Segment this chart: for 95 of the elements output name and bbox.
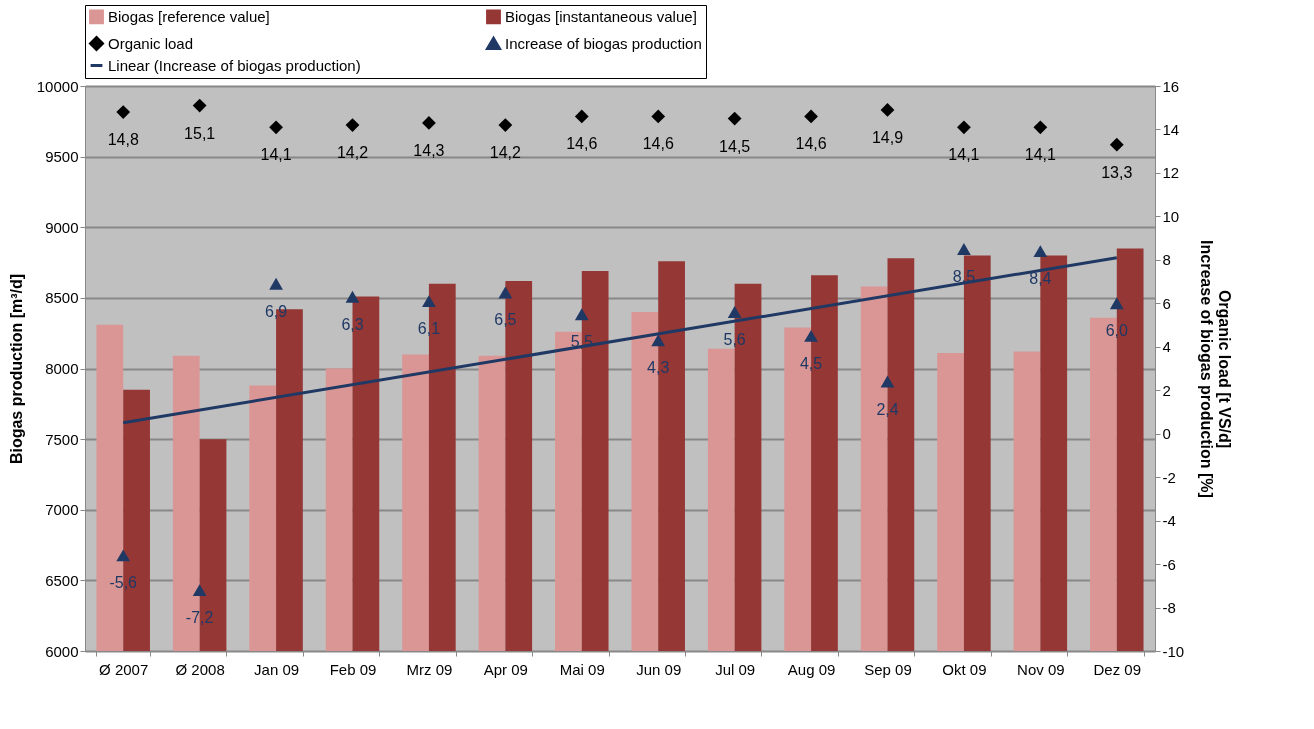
y2-tick-label: -4 [1162, 512, 1176, 530]
data-label: 6,9 [264, 302, 288, 320]
data-label: 14,6 [642, 135, 674, 153]
data-label: 15,1 [184, 124, 216, 142]
x-tick-label: Nov 09 [1017, 660, 1065, 678]
point [345, 290, 360, 303]
y2-tick-label: 12 [1162, 164, 1180, 182]
point [727, 111, 742, 126]
legend-label: Increase of biogas production [505, 34, 702, 52]
data-label: 6,3 [341, 315, 364, 333]
legend-label: Organic load [108, 34, 194, 52]
point [957, 120, 971, 135]
point [574, 109, 589, 124]
y2-tick-label: 10 [1162, 207, 1180, 225]
x-tick-label: Okt 09 [942, 660, 987, 678]
y2-axis-title: Organic load [t VS/d] Increase of biogas production [%] [1198, 240, 1234, 498]
point [498, 118, 513, 133]
y2-tick-label: -8 [1162, 599, 1176, 617]
data-label: 14,8 [107, 131, 139, 149]
data-label: 13,3 [1101, 163, 1133, 181]
point [269, 120, 283, 135]
data-label: 14,1 [260, 146, 292, 164]
data-label: 14,6 [795, 135, 827, 153]
legend-label: Biogas [instantaneous value] [505, 7, 697, 25]
point [116, 105, 131, 119]
data-label: 4,5 [799, 354, 823, 372]
point [422, 116, 436, 130]
x-tick-label: Jul 09 [715, 660, 756, 678]
x-tick-label: Aug 09 [787, 660, 836, 678]
y2-tick-label: 8 [1162, 251, 1171, 269]
point [880, 375, 895, 388]
x-tick-label: Sep 09 [864, 660, 912, 678]
y-tick-label: 8000 [45, 360, 79, 377]
data-label: 14,1 [948, 146, 980, 164]
point [1109, 137, 1124, 152]
point [345, 118, 360, 133]
point [880, 103, 895, 117]
point [1033, 245, 1048, 258]
point [422, 295, 436, 308]
data-label: 14,3 [413, 141, 445, 159]
y-tick-label: 9500 [45, 148, 79, 166]
data-label: 14,2 [489, 144, 522, 162]
x-tick-label: Mai 09 [559, 660, 605, 678]
x-tick-label: Ø 2008 [175, 660, 225, 678]
y2-tick-label: 14 [1162, 120, 1180, 138]
y-tick-label: 8500 [45, 289, 79, 307]
legend-label: Linear (Increase of biogas production) [108, 56, 361, 74]
y2-tick-label: -2 [1162, 468, 1176, 486]
point [651, 109, 666, 124]
y2-tick-label: 4 [1162, 338, 1171, 356]
point [269, 277, 283, 290]
y-axis-title: Biogas production [m³/d] [7, 273, 25, 465]
data-label: 2,4 [876, 400, 899, 418]
point [727, 306, 742, 318]
point [804, 109, 818, 124]
y-tick-label: 6000 [45, 642, 79, 660]
data-label: 4,3 [647, 359, 670, 377]
point [498, 286, 513, 299]
point [116, 549, 131, 562]
y2-tick-label: -6 [1162, 555, 1176, 573]
data-label: 14,2 [336, 144, 369, 162]
y-tick-label: 9000 [45, 218, 79, 236]
y2-tick-label: 0 [1162, 425, 1171, 443]
data-label: -7,2 [185, 609, 214, 627]
x-tick-label: Jan 09 [254, 660, 300, 678]
x-tick-label: Ø 2007 [99, 660, 149, 678]
point [651, 334, 666, 347]
x-tick-label: Dez 09 [1093, 660, 1142, 678]
legend-label: Biogas [reference value] [108, 7, 270, 25]
y-tick-label: 10000 [36, 77, 79, 95]
y2-tick-label: 16 [1162, 77, 1180, 95]
y-tick-label: 7000 [45, 501, 79, 519]
x-tick-label: Feb 09 [329, 660, 377, 678]
point [192, 584, 207, 597]
y2-tick-label: 2 [1162, 381, 1171, 399]
point [574, 308, 589, 321]
y2-tick-label: 6 [1162, 294, 1171, 312]
x-tick-label: Jun 09 [636, 660, 682, 678]
point [1033, 120, 1048, 135]
data-label: 6,1 [417, 320, 441, 338]
data-label: -5,6 [109, 574, 138, 592]
data-label: 6,0 [1105, 322, 1128, 340]
y2-tick-label: -10 [1162, 642, 1185, 660]
data-label: 14,6 [566, 135, 598, 153]
data-label: 14,9 [871, 128, 904, 146]
y-tick-label: 7500 [45, 430, 79, 448]
y-tick-label: 6500 [45, 571, 79, 589]
point [192, 98, 207, 113]
point [1109, 297, 1124, 310]
x-tick-label: Apr 09 [483, 660, 528, 678]
data-label: 14,1 [1024, 146, 1057, 164]
x-tick-label: Mrz 09 [406, 660, 453, 678]
point [804, 329, 818, 342]
point [957, 243, 971, 255]
data-label: 14,5 [719, 137, 751, 155]
